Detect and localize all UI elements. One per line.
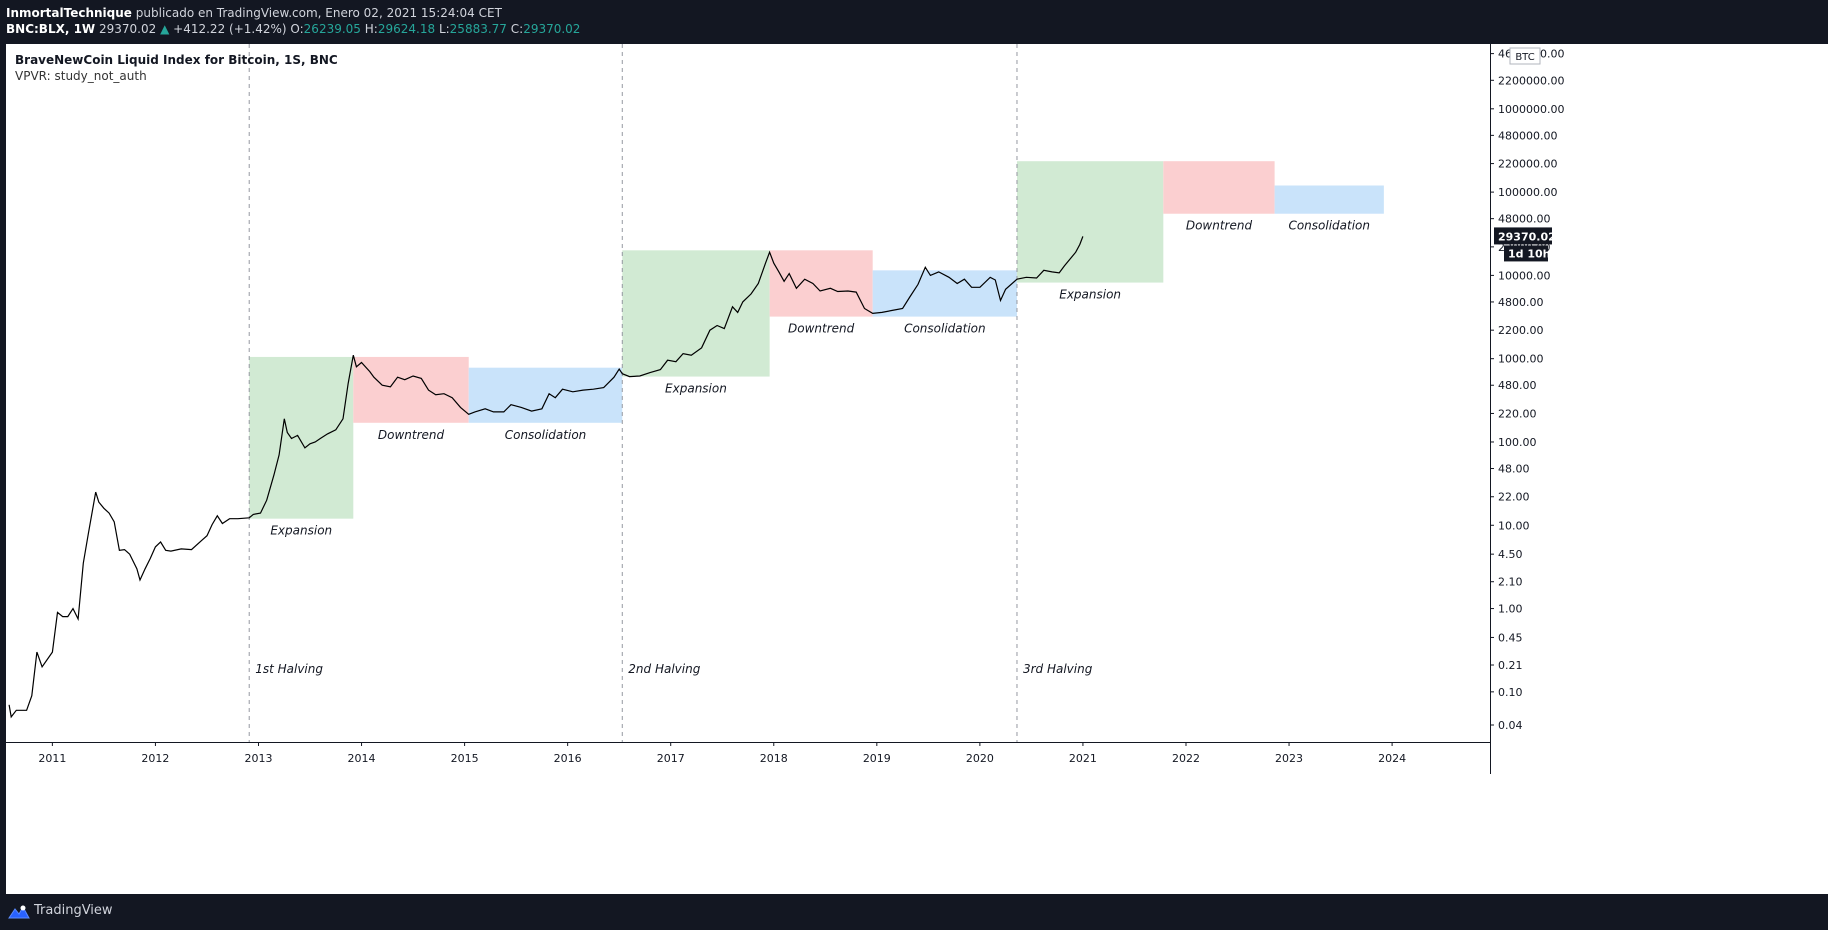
- zone-label-expansion-6: Expansion: [1059, 288, 1121, 302]
- price-series-line: [8, 236, 1084, 719]
- zone-expansion-6: [1016, 161, 1164, 283]
- x-tick-2017: 2017: [657, 752, 685, 765]
- open-label: O:: [290, 22, 304, 36]
- halving-label-1: 1st Halving: [255, 662, 323, 676]
- y-tick-4.50: 4.50: [1498, 548, 1523, 561]
- tradingview-logo-icon[interactable]: [8, 904, 30, 920]
- zone-consolidation-8: [1274, 185, 1384, 214]
- y-tick-2200000.00: 2200000.00: [1498, 74, 1564, 87]
- y-tick-10000.00: 10000.00: [1498, 269, 1551, 282]
- x-tick-2014: 2014: [348, 752, 376, 765]
- y-tick-0.45: 0.45: [1498, 631, 1523, 644]
- legend-study: VPVR: study_not_auth: [15, 69, 147, 83]
- countdown-badge: 1d 10h: [1508, 247, 1551, 260]
- y-tick-22.00: 22.00: [1498, 491, 1530, 504]
- chart-legend: BraveNewCoin Liquid Index for Bitcoin, 1…: [15, 52, 338, 84]
- y-tick-100000.00: 100000.00: [1498, 186, 1558, 199]
- zone-downtrend-1: [353, 356, 469, 423]
- y-tick-2.10: 2.10: [1498, 576, 1523, 589]
- currency-badge: BTC: [1515, 52, 1534, 63]
- high-value: 29624.18: [377, 22, 436, 36]
- zone-consolidation-2: [468, 367, 623, 423]
- y-tick-1.00: 1.00: [1498, 603, 1523, 616]
- zone-expansion-3: [622, 250, 770, 377]
- publish-info: InmortalTechnique publicado en TradingVi…: [6, 6, 502, 20]
- currency-badge-bg: [1509, 47, 1541, 65]
- y-tick-480000.00: 480000.00: [1498, 129, 1558, 142]
- price-change: +412.22 (+1.42%): [173, 22, 287, 36]
- low-value: 25883.77: [449, 22, 507, 36]
- y-tick-10.00: 10.00: [1498, 519, 1530, 532]
- y-tick-220000.00: 220000.00: [1498, 158, 1558, 171]
- zone-label-expansion-3: Expansion: [665, 382, 727, 396]
- chart-area[interactable]: Expansion Downtrend Consolidation Expansion…: [6, 44, 1828, 894]
- zone-label-downtrend-4: Downtrend: [788, 322, 855, 336]
- zone-downtrend-4: [769, 250, 873, 317]
- legend-title: BraveNewCoin Liquid Index for Bitcoin, 1…: [15, 53, 338, 67]
- y-tick-100.00: 100.00: [1498, 436, 1537, 449]
- y-tick-1000.00: 1000.00: [1498, 353, 1544, 366]
- y-tick-2200.00: 2200.00: [1498, 324, 1544, 337]
- zone-label-downtrend-7: Downtrend: [1186, 219, 1253, 233]
- price-chart[interactable]: Expansion Downtrend Consolidation Expansion…: [6, 44, 1828, 894]
- symbol-label[interactable]: BNC:BLX, 1W: [6, 22, 96, 36]
- halving-label-3: 3rd Halving: [1023, 662, 1093, 676]
- x-tick-2020: 2020: [966, 752, 994, 765]
- low-label: L:: [438, 22, 450, 36]
- y-tick-48000.00: 48000.00: [1498, 213, 1551, 226]
- y-axis: 4600000.002200000.001000000.00480000.002…: [1490, 44, 1564, 774]
- y-tick-0.21: 0.21: [1498, 659, 1523, 672]
- y-tick-48.00: 48.00: [1498, 463, 1530, 476]
- zone-label-consolidation-2: Consolidation: [505, 428, 587, 442]
- author-name[interactable]: InmortalTechnique: [6, 6, 132, 20]
- price-badge-layer: 29370.02 1d 10h BTC: [1494, 47, 1556, 262]
- last-price: 29370.02: [99, 22, 157, 36]
- zone-label-downtrend-1: Downtrend: [378, 428, 445, 442]
- x-tick-2018: 2018: [760, 752, 788, 765]
- change-arrow-icon: ▲: [160, 22, 170, 36]
- zone-label-expansion-0: Expansion: [270, 524, 332, 538]
- y-tick-1000000.00: 1000000.00: [1498, 103, 1564, 116]
- ohlc-line: BNC:BLX, 1W 29370.02 ▲ +412.22 (+1.42%) …: [6, 22, 580, 36]
- header-bar: InmortalTechnique publicado en TradingVi…: [0, 0, 1828, 44]
- x-tick-2024: 2024: [1378, 752, 1406, 765]
- last-price-badge: 29370.02: [1498, 230, 1556, 243]
- countdown-badge-bg: [1504, 245, 1548, 262]
- x-tick-2011: 2011: [38, 752, 66, 765]
- footer-bar: TradingView: [0, 894, 1828, 930]
- footer-brand[interactable]: TradingView: [34, 903, 113, 918]
- high-label: H:: [364, 22, 378, 36]
- x-tick-2023: 2023: [1275, 752, 1303, 765]
- halving-label-2: 2nd Halving: [628, 662, 700, 676]
- y-tick-4800.00: 4800.00: [1498, 296, 1544, 309]
- close-value: 29370.02: [523, 22, 581, 36]
- x-axis: 2011 2012 2013 2014 2015 2016 2017 2018 2019 2020…: [6, 742, 1490, 765]
- x-tick-2016: 2016: [554, 752, 582, 765]
- x-tick-2013: 2013: [244, 752, 272, 765]
- close-label: C:: [510, 22, 524, 36]
- zone-downtrend-7: [1163, 161, 1275, 214]
- x-tick-2022: 2022: [1172, 752, 1200, 765]
- last-price-badge-bg: [1494, 227, 1552, 245]
- zone-expansion-0: [249, 356, 354, 519]
- open-value: 26239.05: [303, 22, 361, 36]
- zone-consolidation-5: [872, 270, 1017, 317]
- halving-layer: 1st Halving 2nd Halving 3rd Halving: [248, 44, 1093, 742]
- zone-label-consolidation-8: Consolidation: [1288, 219, 1370, 233]
- y-tick-0.04: 0.04: [1498, 719, 1523, 732]
- y-tick-480.00: 480.00: [1498, 379, 1537, 392]
- x-tick-2021: 2021: [1069, 752, 1097, 765]
- x-tick-2019: 2019: [863, 752, 891, 765]
- x-tick-2012: 2012: [141, 752, 169, 765]
- series-layer: [8, 236, 1084, 719]
- published-text: publicado en TradingView.com, Enero 02, …: [135, 6, 502, 20]
- zones-layer: Expansion Downtrend Consolidation Expansion…: [249, 161, 1384, 538]
- y-tick-220.00: 220.00: [1498, 407, 1537, 420]
- x-tick-2015: 2015: [451, 752, 479, 765]
- zone-label-consolidation-5: Consolidation: [904, 322, 986, 336]
- y-tick-0.10: 0.10: [1498, 686, 1523, 699]
